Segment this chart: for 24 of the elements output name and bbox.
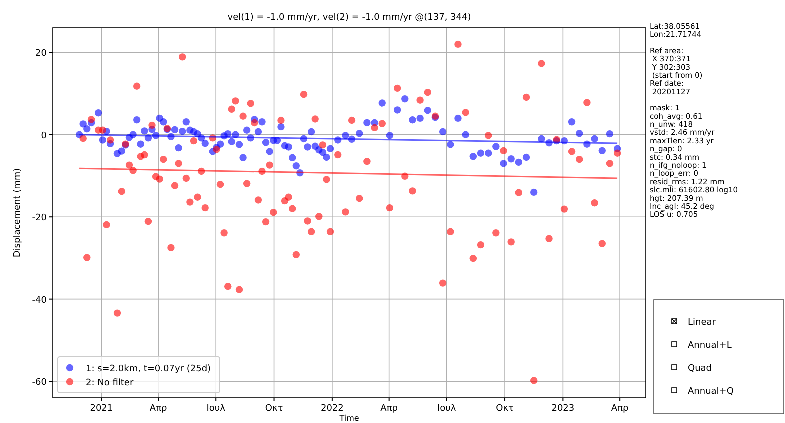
legend-label: 2: No filter [86,378,134,388]
y-axis-title: Displacement (mm) [13,168,23,258]
x-tick-label: Απρ [380,404,398,414]
x-tick-label: Απρ [611,404,630,414]
y-tick-label: 20 [36,49,48,60]
x-axis-title: Time [338,414,360,423]
x-tick-label: 2023 [552,404,575,414]
x-tick-label: Οκτ [265,404,284,414]
y-tick-label: -40 [32,296,48,306]
x-tick-label: Ιουλ [438,404,457,414]
y-tick-label: -20 [32,214,48,224]
text: Annual+Q [688,387,734,397]
x-tick-label: Απρ [150,404,168,414]
y-tick-label: -60 [32,378,48,388]
x-tick-label: 2022 [320,404,344,414]
text: Linear [688,318,716,328]
text: Quad [688,364,712,374]
x-tick-label: Ιουλ [206,404,226,414]
text: Annual+L [688,341,732,351]
y-tick-label: 0 [41,131,48,142]
x-tick-label: Οκτ [496,404,514,414]
chart-title: vel(1) = -1.0 mm/yr, vel(2) = -1.0 mm/yr @(137, 344) [228,13,472,23]
x-tick-label: 2021 [90,404,114,414]
legend-label: 1: s=2.0km, t=0.07yr (25d) [86,364,212,374]
